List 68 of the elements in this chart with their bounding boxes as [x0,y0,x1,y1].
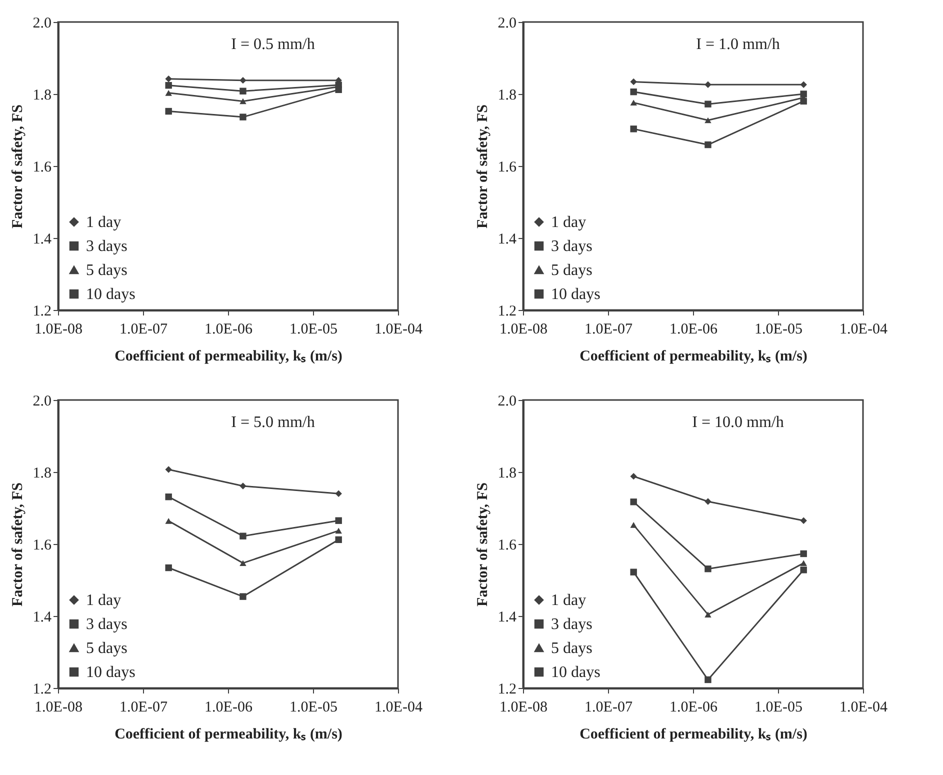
y-tick-label: 1.8 [32,88,52,104]
legend-label: 10 days [86,286,136,303]
x-tick-label: 1.0E-07 [120,322,168,338]
y-tick-label: 1.6 [32,160,52,176]
legend-label: 1 day [551,214,586,231]
legend-label: 5 days [86,262,128,279]
y-tick-label: 1.2 [32,682,52,698]
legend-label: 10 days [551,286,600,303]
y-axis-title: Factor of safety, FS [474,482,491,606]
x-axis-title: Coefficient of permeability, kₛ (m/s) [580,726,808,742]
y-tick-label: 1.8 [498,88,516,104]
legend-label: 1 day [86,592,122,609]
x-tick-label: 1.0E-07 [120,700,168,716]
y-tick-label: 1.8 [32,466,52,482]
x-tick-label: 1.0E-04 [840,322,888,338]
y-tick-label: 2.0 [32,394,52,410]
text: I = 0.5 mm/h [231,36,315,53]
text: I = 1.0 mm/h [696,36,780,53]
x-tick-label: 1.0E-04 [374,322,423,338]
y-tick-label: 1.4 [32,232,52,248]
x-tick-label: 1.0E-06 [204,322,253,338]
legend-label: 5 days [551,262,592,279]
x-axis-title: Coefficient of permeability, kₛ (m/s) [114,348,342,364]
legend-label: 5 days [86,640,128,657]
x-tick-label: 1.0E-04 [374,700,423,716]
x-tick-label: 1.0E-06 [670,700,718,716]
legend-label: 10 days [86,664,136,681]
y-tick-label: 2.0 [498,394,516,410]
text: I = 5.0 mm/h [231,414,315,431]
x-tick-label: 1.0E-05 [290,322,338,338]
x-tick-label: 1.0E-07 [584,322,633,338]
x-axis-title: Coefficient of permeability, kₛ (m/s) [114,726,342,742]
x-tick-label: 1.0E-07 [584,700,633,716]
legend-label: 5 days [551,640,592,657]
y-tick-label: 1.6 [498,538,517,554]
y-tick-label: 2.0 [32,16,52,32]
x-tick-label: 1.0E-06 [670,322,718,338]
x-tick-label: 1.0E-05 [754,322,802,338]
legend-label: 3 days [86,238,128,255]
y-tick-label: 1.2 [32,304,52,320]
text: I = 10.0 mm/h [692,414,784,431]
x-axis-title: Coefficient of permeability, kₛ (m/s) [580,348,808,364]
x-tick-label: 1.0E-06 [204,700,253,716]
y-tick-label: 1.6 [498,160,517,176]
legend-label: 3 days [551,238,592,255]
legend-label: 3 days [86,616,128,633]
legend-label: 1 day [86,214,122,231]
x-tick-label: 1.0E-08 [34,322,82,338]
y-tick-label: 1.4 [498,610,517,626]
legend-label: 10 days [551,664,600,681]
y-tick-label: 1.4 [32,610,52,626]
x-tick-label: 1.0E-08 [34,700,82,716]
y-axis-title: Factor of safety, FS [10,104,26,228]
x-tick-label: 1.0E-04 [840,700,888,716]
y-axis-title: Factor of safety, FS [474,104,491,228]
x-tick-label: 1.0E-08 [500,700,548,716]
y-tick-label: 2.0 [498,16,516,32]
y-axis-title: Factor of safety, FS [10,482,26,606]
y-tick-label: 1.4 [498,232,517,248]
y-tick-label: 1.2 [498,304,516,320]
y-tick-label: 1.8 [498,466,516,482]
y-tick-label: 1.2 [498,682,516,698]
x-tick-label: 1.0E-08 [500,322,548,338]
legend-label: 1 day [551,592,586,609]
x-tick-label: 1.0E-05 [290,700,338,716]
legend-label: 3 days [551,616,592,633]
y-tick-label: 1.6 [32,538,52,554]
x-tick-label: 1.0E-05 [754,700,802,716]
